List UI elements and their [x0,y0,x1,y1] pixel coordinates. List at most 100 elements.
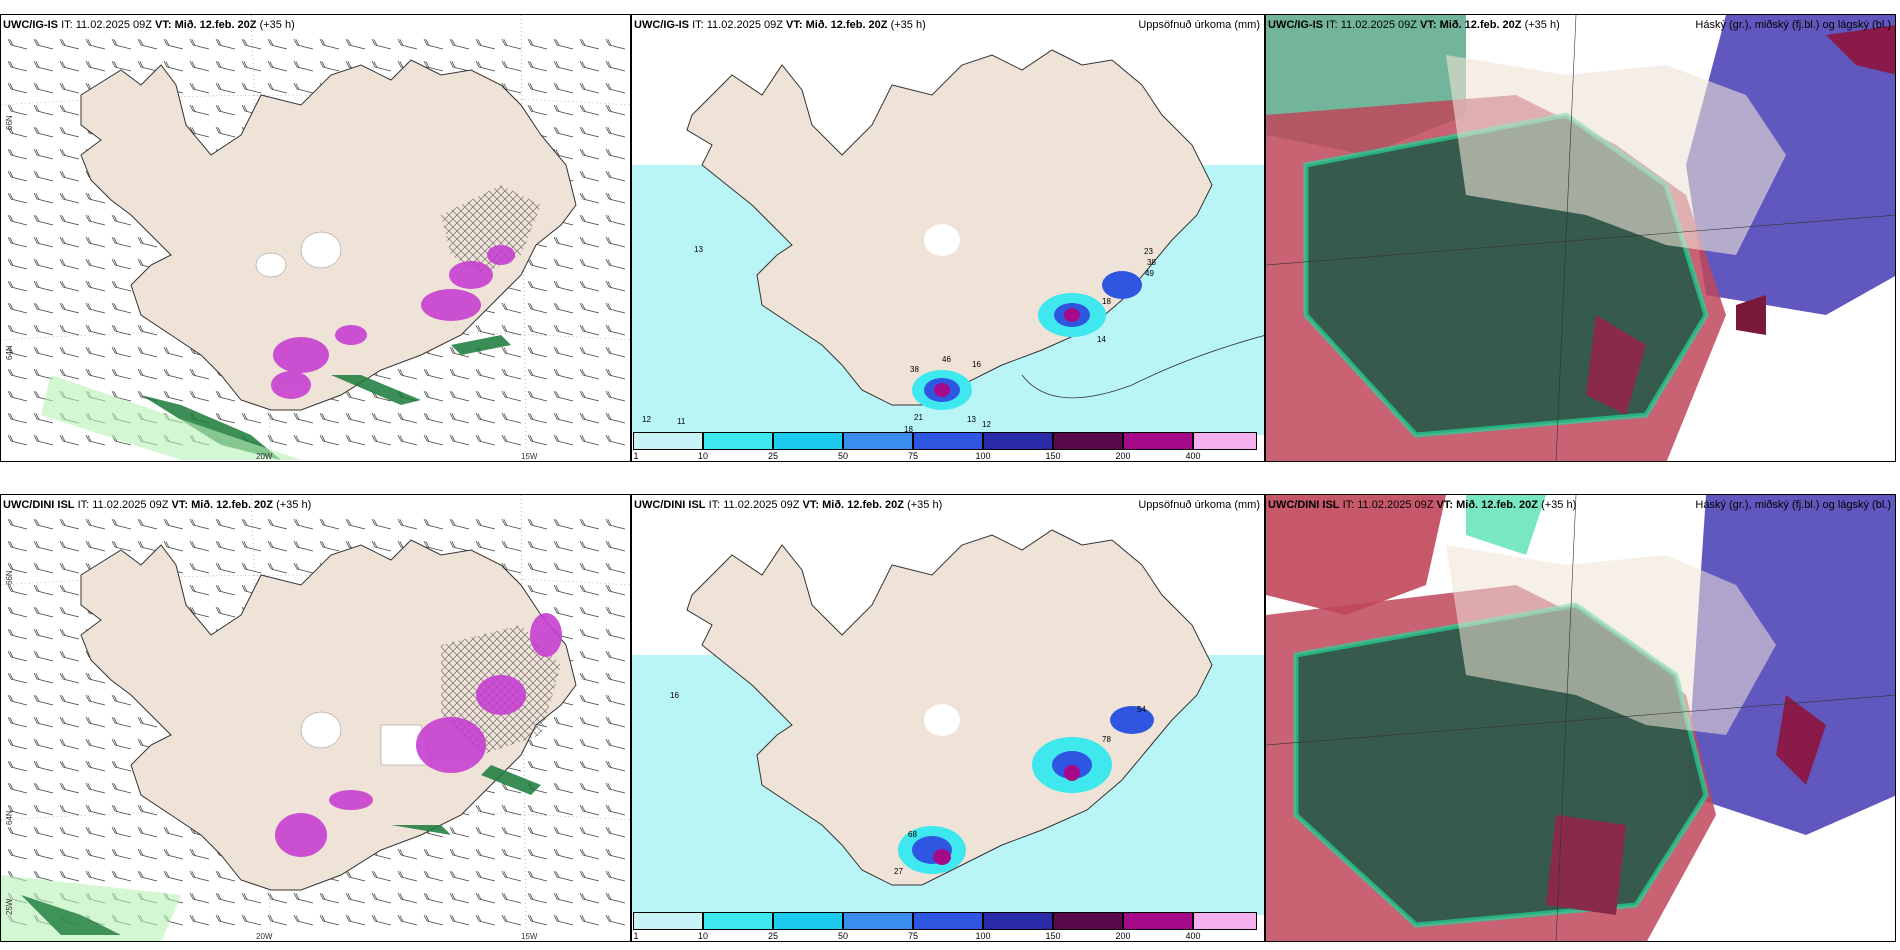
wind-barb [189,870,210,882]
wind-barb [553,892,574,904]
wind-barb [527,760,548,772]
lead-time: (+35 h) [259,19,295,31]
wind-barb [241,540,262,552]
wind-barb [579,390,600,402]
wind-barb [85,694,106,706]
model-name: UWC/IG-IS [3,19,58,31]
wind-barb [7,104,28,116]
wind-barb [215,914,236,926]
wind-barb [33,192,54,204]
wind-barb [553,60,574,72]
colorbar-seg-8 [1123,432,1193,450]
wind-barb [111,280,132,292]
wind-barb [371,518,392,530]
wind-barb [579,368,600,380]
colorbar-label: 150 [1045,451,1061,461]
precip-label: 38 [910,365,919,374]
wind-barb [85,760,106,772]
wind-barb [59,628,80,640]
wind-barb [215,562,236,574]
init-time: IT: 11.02.2025 09Z [61,19,152,31]
wind-barb [579,518,600,530]
panel-header: UWC/DINI ISL IT: 11.02.2025 09Z VT: Mið.… [1268,499,1576,511]
model-name: UWC/DINI ISL [1268,499,1340,511]
wind-barb [215,518,236,530]
wind-barb [423,914,444,926]
wind-barb [579,584,600,596]
wind-barb [579,760,600,772]
wind-barb [605,412,626,424]
wind-barb [579,82,600,94]
wind-barb [501,914,522,926]
wind-barb [553,280,574,292]
wind-barb [293,892,314,904]
wind-barb [85,826,106,838]
wind-barb [59,346,80,358]
wind-barb [137,518,158,530]
colorbar-label: 25 [767,931,779,941]
wind-barb [163,346,184,358]
wind-barb [527,346,548,358]
wind-barb [137,848,158,860]
valid-time: VT: Mið. 12.feb. 20Z [171,499,274,511]
wind-barb [59,60,80,72]
wind-barb [605,82,626,94]
wind-barb [215,104,236,116]
wind-barb [111,236,132,248]
wind-barb [553,38,574,50]
wind-barb [501,782,522,794]
wind-barb [527,804,548,816]
wind-barb [163,368,184,380]
wind-barb [553,782,574,794]
wind-barb [579,782,600,794]
valid-time: VT: Mið. 12.feb. 20Z [1436,499,1539,511]
wind-barb [605,126,626,138]
wind-barb [137,236,158,248]
wind-barb [501,324,522,336]
wind-barb [475,38,496,50]
wind-barb [449,518,470,530]
wind-barb [137,368,158,380]
wind-barb [59,584,80,596]
wind-barb [85,280,106,292]
wind-barb [111,368,132,380]
wind-barb [85,434,106,446]
wind-barb [579,826,600,838]
wind-barb [553,914,574,926]
wind-barb [137,346,158,358]
precip-label: 18 [1102,297,1111,306]
wind-barb [293,38,314,50]
wind-barb [189,518,210,530]
wind-barb [501,870,522,882]
wind-barb [527,38,548,50]
model-name: UWC/IG-IS [634,19,689,31]
colorbar-label: 25 [767,451,779,461]
wind-barb [7,412,28,424]
wind-barb [163,518,184,530]
init-time: IT: 11.02.2025 09Z [77,499,169,511]
accum-precip-map [632,529,1264,915]
wind-barb [605,434,626,446]
wind-barb [397,38,418,50]
colorbar-seg-4 [843,432,913,450]
wind-barb [33,848,54,860]
wind-barb [605,848,626,860]
wind-barb [345,434,366,446]
wind-barb [215,412,236,424]
wind-barb [33,694,54,706]
wind-barb [527,826,548,838]
wind-barb [605,280,626,292]
precip-label: 21 [914,413,923,422]
wind-barb [59,606,80,618]
wind-barb [605,716,626,728]
wind-barb [85,346,106,358]
wind-barb [371,892,392,904]
wind-barb [527,412,548,424]
wind-barb [319,38,340,50]
colorbar-seg-2 [703,432,773,450]
wind-barb [33,412,54,424]
wind-barb [553,324,574,336]
wind-barb [59,562,80,574]
wind-barb [371,540,392,552]
wind-barb [111,760,132,772]
